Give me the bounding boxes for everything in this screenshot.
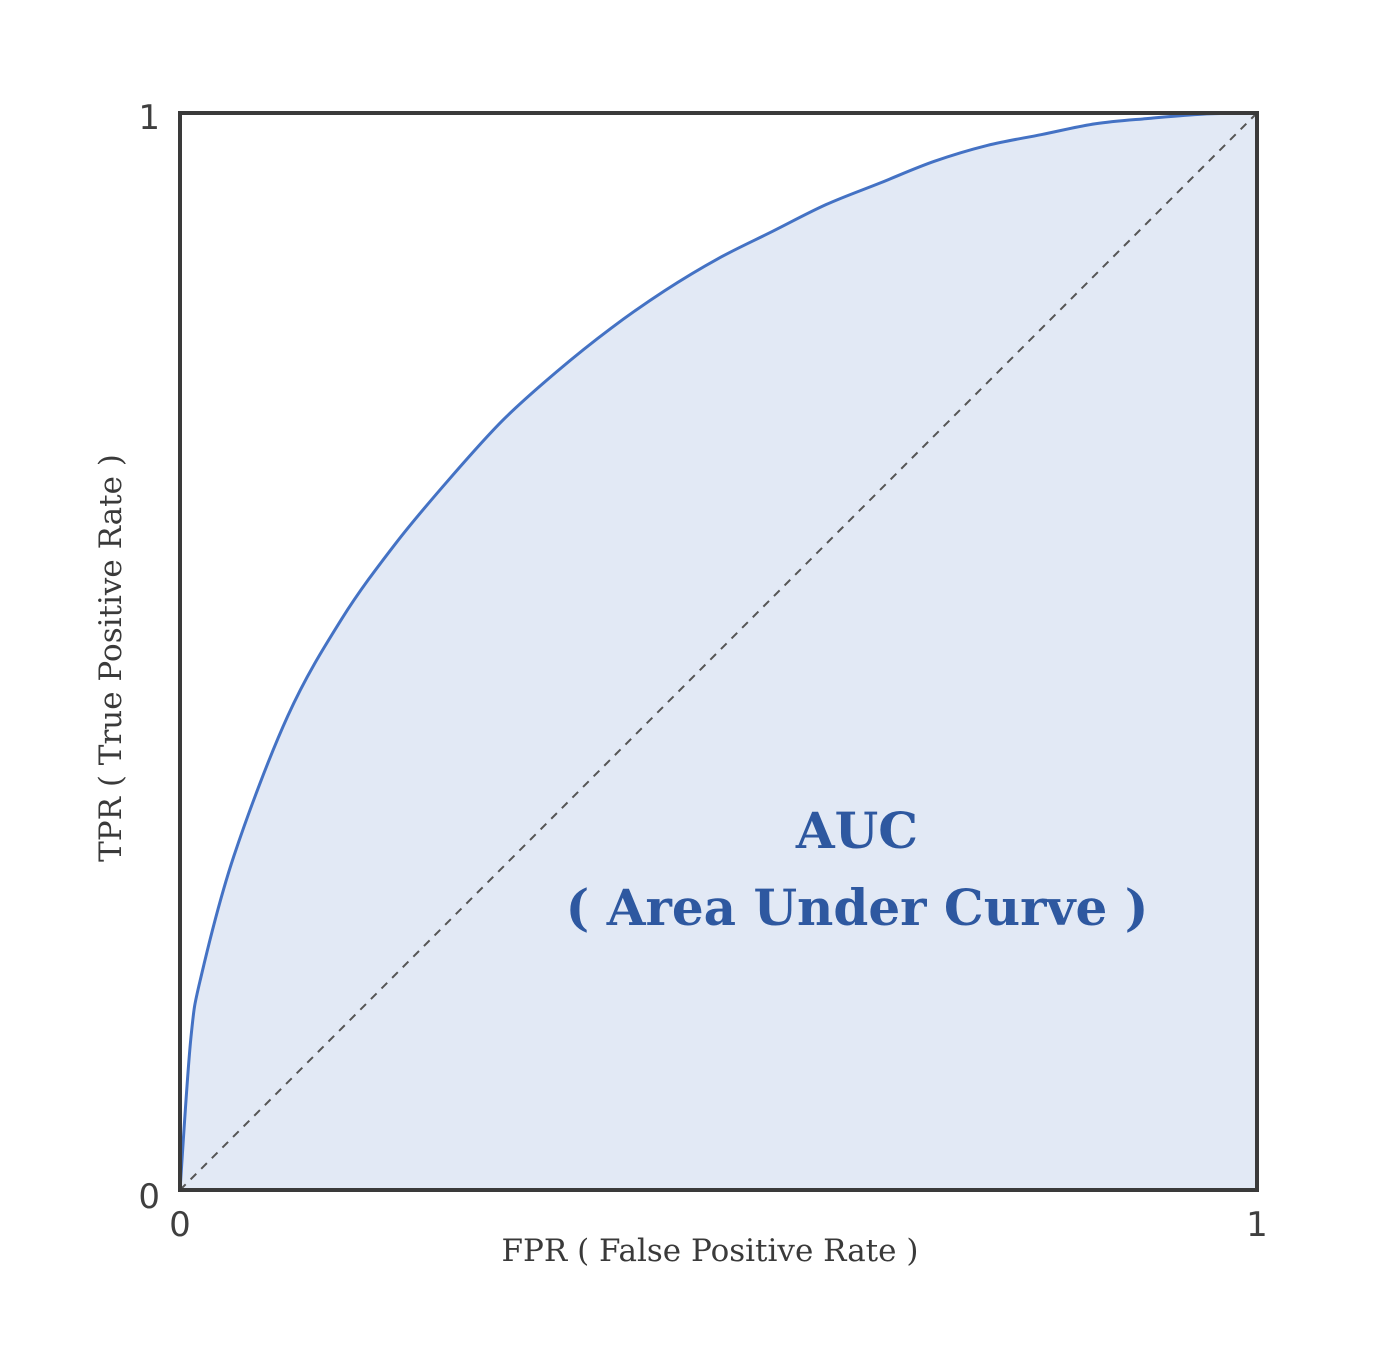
roc-curve bbox=[178, 111, 1258, 1191]
x-axis-label: FPR ( False Positive Rate ) bbox=[502, 1233, 919, 1269]
auc-annotation-title: AUC bbox=[795, 801, 918, 860]
y-tick-label-max: 1 bbox=[138, 98, 160, 138]
x-tick-label-max: 1 bbox=[1246, 1205, 1268, 1245]
auc-annotation-subtitle: ( Area Under Curve ) bbox=[566, 878, 1149, 937]
y-tick-label-min: 0 bbox=[138, 1177, 160, 1217]
y-axis-label: TPR ( True Positive Rate ) bbox=[93, 454, 129, 862]
plot-frame bbox=[178, 111, 1259, 1192]
x-tick-label-min: 0 bbox=[169, 1205, 191, 1245]
